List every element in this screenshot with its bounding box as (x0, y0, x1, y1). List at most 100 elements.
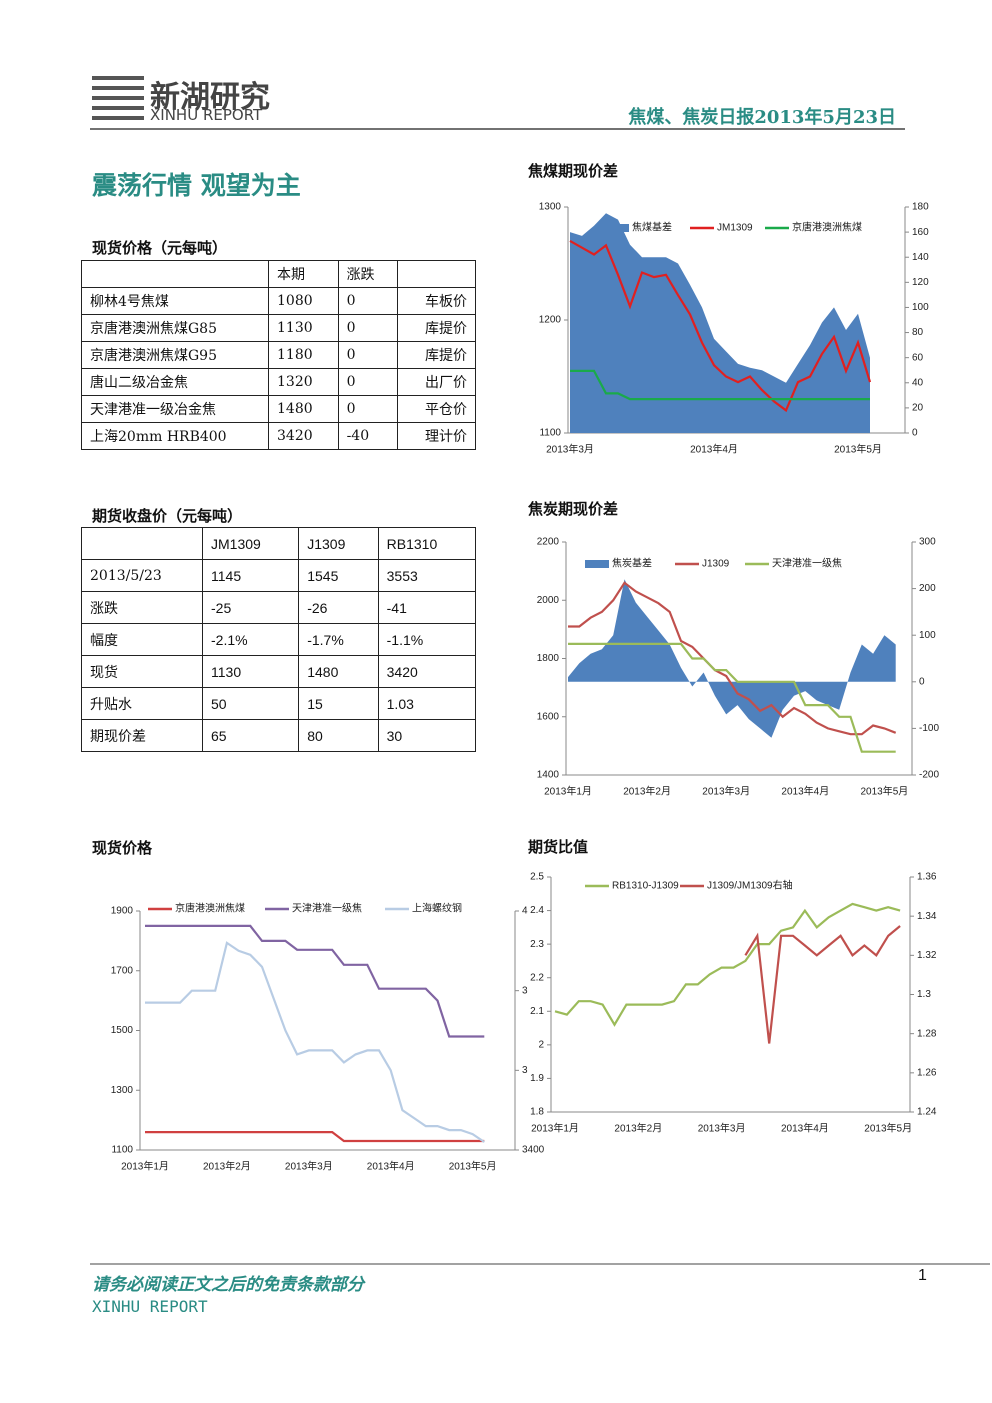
y2-tick-label: 1.26 (917, 1067, 937, 1078)
cell: 3420 (268, 422, 339, 450)
cell: 1130 (201, 655, 300, 688)
spot-table: 本期 涨跌 柳林4号焦煤 1080 0 车板价 京唐港澳洲焦煤G85 1130 0 库提价 京唐港澳… (81, 260, 476, 450)
header-cell: J1309 (298, 527, 379, 560)
header-cell: 涨跌 (337, 260, 399, 288)
cell: 0 (337, 395, 399, 423)
cell: 1080 (268, 287, 339, 315)
x-tick-label: 2013年4月 (367, 1160, 415, 1173)
brand-cn: 新湖研究 (150, 80, 270, 115)
row: 幅度 -2.1% -1.7% -1.1% (81, 623, 477, 656)
row: 京唐港澳洲焦煤G85 1130 0 库提价 (81, 314, 476, 342)
row: 现货 1130 1480 3420 (81, 655, 477, 688)
row: 柳林4号焦煤 1080 0 车板价 (81, 287, 476, 315)
header-cell: JM1309 (201, 527, 300, 560)
y2-tick-label: 1.32 (917, 950, 937, 961)
legend-label: 焦炭基差 (612, 557, 652, 570)
cell: 幅度 (81, 623, 203, 656)
disclaimer: 请务必阅读正文之后的免责条款部分 (92, 1275, 364, 1295)
cell: 库提价 (397, 314, 476, 342)
cell: 1480 (268, 395, 339, 423)
x-tick-label: 2013年3月 (546, 443, 594, 456)
legend-label: 焦煤基差 (632, 221, 672, 234)
cell: 15 (298, 687, 379, 720)
chart-title: 焦炭期现价差 (528, 500, 619, 518)
y2-tick-label: 40 (912, 377, 924, 388)
legend-label: 上海螺纹钢 (412, 902, 462, 915)
chart-title: 期货比值 (528, 838, 589, 856)
y2-tick-label: 1.24 (917, 1107, 937, 1118)
section-title: 现货价格（元每吨） (92, 239, 228, 257)
cell: 50 (201, 687, 300, 720)
cell: 理计价 (397, 422, 476, 450)
line (145, 924, 485, 1038)
cell: 0 (337, 287, 399, 315)
y2-tick-label: 3 (522, 1065, 528, 1076)
cell: 0 (337, 341, 399, 369)
cell: 80 (298, 719, 379, 752)
row: 唐山二级冶金焦 1320 0 出厂价 (81, 368, 476, 396)
y-tick-label: 1600 (537, 711, 560, 722)
cell: -40 (337, 422, 399, 450)
cell: 3553 (377, 559, 477, 592)
x-tick-label: 2013年4月 (781, 785, 829, 798)
cell: -25 (201, 591, 300, 624)
legend-label: 京唐港澳洲焦煤 (792, 221, 862, 234)
y-tick-label: 1400 (537, 770, 560, 781)
header-cell: RB1310 (377, 527, 477, 560)
row: 京唐港澳洲焦煤G95 1180 0 库提价 (81, 341, 476, 369)
cell: 1480 (298, 655, 379, 688)
logo-stripes (92, 76, 144, 120)
x-tick-label: 2013年5月 (864, 1122, 912, 1135)
y2-tick-label: 3 (522, 985, 528, 996)
row: 2013/5/23 1145 1545 3553 (81, 559, 477, 592)
cell: -2.1% (201, 623, 300, 656)
cell: -1.7% (298, 623, 379, 656)
cell: 1145 (201, 559, 300, 592)
y-tick-label: 2 (538, 1039, 544, 1050)
legend-label: JM1309 (717, 223, 753, 234)
section-title: 期货收盘价（元每吨） (92, 507, 243, 525)
y-tick-label: 2.2 (530, 972, 544, 983)
cell (81, 527, 203, 560)
y2-tick-label: 4 (522, 906, 528, 917)
cell: 上海20mm HRB400 (81, 422, 269, 450)
report-title: 焦煤、焦炭日报2013年5月23日 (628, 107, 896, 128)
y2-tick-label: 120 (912, 277, 929, 288)
legend-label: J1309/JM1309右轴 (707, 879, 793, 892)
area (570, 213, 870, 433)
cell: 1130 (268, 314, 339, 342)
chart-title: 现货价格 (92, 839, 153, 857)
cell: 车板价 (397, 287, 476, 315)
cell: -41 (377, 591, 477, 624)
y2-tick-label: 60 (912, 352, 924, 363)
line (568, 581, 897, 736)
footer-brand: XINHU REPORT (92, 1297, 208, 1316)
y2-tick-label: 160 (912, 227, 929, 238)
y-tick-label: 2200 (537, 537, 560, 548)
row: 涨跌 -25 -26 -41 (81, 591, 477, 624)
cell: 2013/5/23 (81, 559, 203, 592)
y-tick-label: 2.3 (530, 939, 544, 950)
x-tick-label: 2013年5月 (449, 1160, 497, 1173)
y-tick-label: 2.4 (530, 905, 544, 916)
legend-label: 天津港准一级焦 (772, 557, 842, 570)
y-tick-label: 1.8 (530, 1107, 544, 1118)
y-tick-label: 1300 (539, 202, 562, 213)
cell: 1180 (268, 341, 339, 369)
x-tick-label: 2013年4月 (781, 1122, 829, 1135)
header-row: JM1309 J1309 RB1310 (81, 527, 477, 560)
cell: 1545 (298, 559, 379, 592)
y2-tick-label: -100 (919, 723, 939, 734)
cell: -1.1% (377, 623, 477, 656)
cell: 1320 (268, 368, 339, 396)
line (145, 941, 485, 1143)
y2-tick-label: 100 (919, 630, 936, 641)
cell (397, 260, 476, 288)
line (744, 925, 901, 1044)
y-tick-label: 1200 (539, 315, 562, 326)
cell: 0 (337, 368, 399, 396)
line (554, 902, 901, 1027)
y2-tick-label: 20 (912, 403, 924, 414)
y2-tick-label: 1.36 (917, 872, 937, 883)
header-row: 本期 涨跌 (81, 260, 476, 288)
